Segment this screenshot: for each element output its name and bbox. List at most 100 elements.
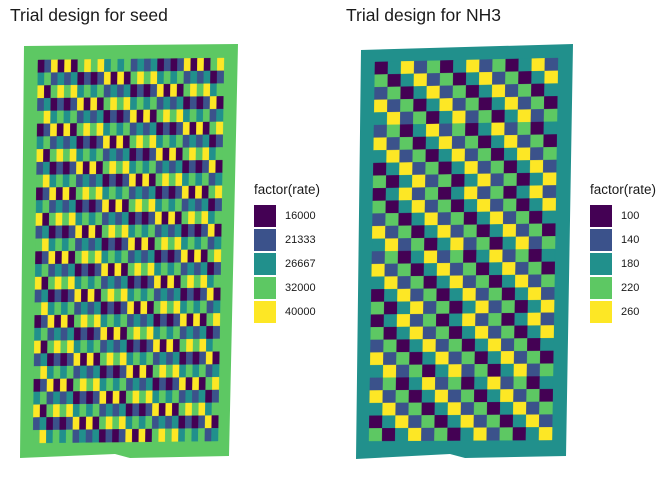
plot-cell [176, 83, 184, 97]
plot-cell [449, 275, 464, 289]
plot-cell [113, 352, 121, 366]
plot-cell [157, 58, 165, 72]
plot-cell [423, 275, 438, 289]
plot-cell [162, 134, 170, 149]
plot-cell [387, 99, 401, 113]
plot-cell [173, 300, 181, 315]
plot-cell [128, 211, 136, 226]
plot-cell [156, 84, 165, 98]
plot-cell [465, 110, 479, 124]
plot-cell [83, 97, 91, 111]
plot-cell [141, 211, 149, 225]
plot-cell [370, 352, 384, 366]
plot-cell [69, 135, 77, 150]
plot-cell [121, 199, 130, 213]
plot-cell [408, 377, 423, 391]
plot-cell [121, 250, 129, 264]
plot-cell [146, 326, 154, 340]
legend-item: 180 [590, 252, 672, 276]
plot-cell [135, 160, 143, 175]
plot-cell [46, 429, 54, 444]
plot-cell [541, 236, 556, 250]
plot-cell [450, 199, 465, 213]
plot-cell [122, 173, 130, 187]
plot-cell [120, 288, 128, 302]
plot-cell [182, 160, 190, 174]
plot-cell [138, 428, 146, 443]
plot-cell [42, 212, 50, 227]
plot-cell [436, 288, 451, 302]
plot-cell [543, 108, 558, 123]
plot-cell [40, 327, 48, 341]
plot-cell [109, 173, 117, 188]
plot-cell [55, 199, 63, 214]
plot-cell [424, 212, 439, 226]
plot-cell [90, 84, 98, 98]
plot-cell [199, 326, 207, 340]
plot-cell [87, 301, 95, 315]
plot-cell [120, 326, 128, 341]
plot-cell [187, 249, 195, 263]
plot-cell [465, 84, 480, 99]
plot-cell [177, 58, 185, 72]
plot-cell [123, 109, 131, 124]
plot-cell [539, 363, 554, 377]
plot-cell [162, 122, 171, 136]
plot-cell [141, 199, 150, 213]
plot-cell [186, 300, 194, 314]
plot-cell [387, 73, 402, 88]
plot-cell [385, 225, 399, 239]
plot-cell [70, 123, 78, 137]
plot-cell [421, 427, 435, 441]
plot-cell [530, 109, 545, 123]
plot-cell [169, 134, 177, 149]
plot-cell [89, 123, 98, 137]
plot-cell [409, 364, 423, 378]
plot-cell [101, 212, 110, 226]
plot-cell [107, 314, 115, 328]
plot-cell [185, 402, 193, 416]
plot-cell [408, 427, 422, 441]
plot-cell [127, 250, 136, 264]
plot-cell [517, 134, 531, 149]
plot-cell [196, 96, 204, 110]
plot-cell [108, 250, 116, 264]
plot-cell [114, 250, 122, 264]
plot-cell [504, 109, 519, 123]
plot-cell [198, 415, 206, 429]
plot-cell [33, 378, 41, 393]
plot-cell [527, 312, 542, 326]
plot-cell [96, 122, 104, 137]
plot-cell [381, 428, 396, 442]
plot-cell [461, 364, 475, 378]
plot-cell [478, 84, 493, 98]
plot-cell [473, 402, 488, 416]
plot-cell [55, 251, 63, 265]
plot-cell [464, 161, 479, 175]
plot-cell [41, 263, 49, 278]
plot-cell [135, 199, 143, 213]
plot-cell [75, 186, 83, 201]
plot-cell [105, 416, 113, 430]
plot-cell [373, 137, 388, 151]
plot-cell [426, 98, 440, 112]
plot-cell [436, 300, 450, 315]
plot-cell [449, 288, 464, 302]
plot-cell [143, 71, 151, 85]
plot-cell [135, 148, 144, 162]
plot-cell [174, 224, 182, 238]
legend-label: 21333 [285, 234, 316, 246]
plot-cell [478, 97, 493, 111]
plot-cell [138, 416, 146, 430]
plot-cell [383, 314, 398, 328]
plot-cell [411, 187, 426, 201]
plot-cell [80, 289, 89, 303]
plot-cell [207, 223, 215, 238]
plot-cell [514, 325, 528, 339]
plot-cell [439, 72, 454, 87]
plot-cell [205, 338, 214, 352]
plot-cell [189, 109, 197, 123]
plot-cell [110, 71, 118, 85]
plot-cell [157, 71, 165, 85]
plot-cell [186, 338, 194, 353]
